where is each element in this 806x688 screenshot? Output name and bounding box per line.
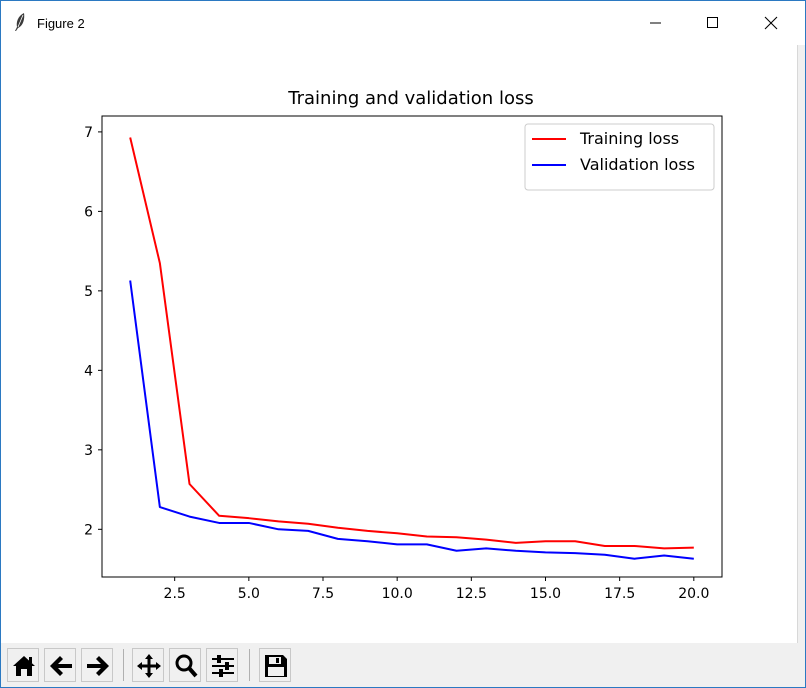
y-tick-label: 7 — [84, 125, 93, 141]
window-title: Figure 2 — [37, 16, 85, 31]
feather-icon — [13, 12, 27, 32]
maximize-button[interactable] — [690, 1, 736, 45]
save-button[interactable] — [259, 648, 291, 682]
x-axis: 2.5 5.0 7.5 10.0 12.5 15.0 17.5 20.0 — [164, 577, 709, 602]
y-tick-label: 3 — [84, 443, 93, 459]
legend-label: Training loss — [579, 129, 679, 148]
x-tick-label: 12.5 — [456, 586, 487, 602]
y-tick-label: 2 — [84, 522, 93, 538]
toolbar-separator — [249, 649, 250, 681]
pan-button[interactable] — [132, 648, 164, 682]
toolbar-separator — [123, 649, 124, 681]
window-edge — [797, 45, 805, 643]
x-tick-label: 20.0 — [678, 586, 709, 602]
x-tick-label: 17.5 — [604, 586, 635, 602]
y-tick-label: 6 — [84, 204, 93, 220]
x-tick-label: 5.0 — [238, 586, 260, 602]
figure-canvas[interactable]: Training and validation loss 2.5 5.0 7.5 10… — [1, 45, 797, 643]
x-tick-label: 10.0 — [382, 586, 413, 602]
forward-button[interactable] — [81, 648, 113, 682]
x-tick-label: 7.5 — [312, 586, 334, 602]
series-lines — [129, 137, 694, 560]
legend-box — [524, 123, 715, 191]
home-button[interactable] — [7, 648, 39, 682]
back-button[interactable] — [44, 648, 76, 682]
configure-subplots-button[interactable] — [206, 648, 238, 682]
navigation-toolbar — [1, 643, 805, 687]
legend-label: Validation loss — [580, 155, 695, 174]
x-tick-label: 15.0 — [530, 586, 561, 602]
y-tick-label: 5 — [84, 284, 93, 300]
chart-title: Training and validation loss — [287, 88, 533, 109]
zoom-button[interactable] — [169, 648, 201, 682]
series-line-1 — [129, 280, 694, 560]
y-tick-label: 4 — [84, 363, 93, 379]
legend: Training loss Validation loss — [524, 123, 715, 191]
plot-area — [101, 115, 723, 578]
series-line-0 — [129, 137, 694, 550]
title-bar[interactable]: Figure 2 — [1, 1, 805, 45]
loss-chart: Training and validation loss 2.5 5.0 7.5 10… — [84, 88, 723, 602]
y-axis: 2 3 4 5 6 7 — [84, 125, 102, 538]
x-tick-label: 2.5 — [164, 586, 186, 602]
minimize-button[interactable] — [633, 1, 679, 45]
close-button[interactable] — [748, 1, 794, 45]
